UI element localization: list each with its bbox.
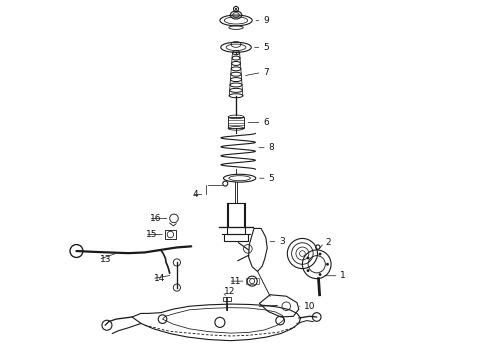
Text: 4: 4	[193, 190, 198, 199]
Text: 1: 1	[340, 271, 346, 280]
Bar	[245, 278, 259, 284]
Circle shape	[326, 263, 329, 266]
Text: 5: 5	[263, 43, 269, 52]
Text: 6: 6	[263, 118, 269, 127]
Text: 15: 15	[147, 230, 158, 239]
Text: 5: 5	[269, 174, 274, 183]
Text: 2: 2	[326, 238, 331, 247]
Bar	[223, 297, 231, 301]
Text: 14: 14	[153, 274, 165, 283]
Text: 13: 13	[100, 255, 111, 264]
Text: 16: 16	[150, 214, 162, 223]
Circle shape	[235, 8, 237, 10]
Circle shape	[307, 269, 310, 272]
Circle shape	[318, 253, 321, 256]
Text: 8: 8	[269, 143, 274, 152]
Text: 3: 3	[279, 237, 285, 246]
Text: 7: 7	[263, 68, 269, 77]
Text: 12: 12	[223, 287, 235, 296]
Circle shape	[318, 273, 321, 276]
Circle shape	[307, 257, 310, 260]
Text: 11: 11	[230, 276, 242, 285]
Text: 9: 9	[263, 16, 269, 25]
Bar	[165, 230, 176, 239]
Text: 10: 10	[304, 302, 316, 311]
